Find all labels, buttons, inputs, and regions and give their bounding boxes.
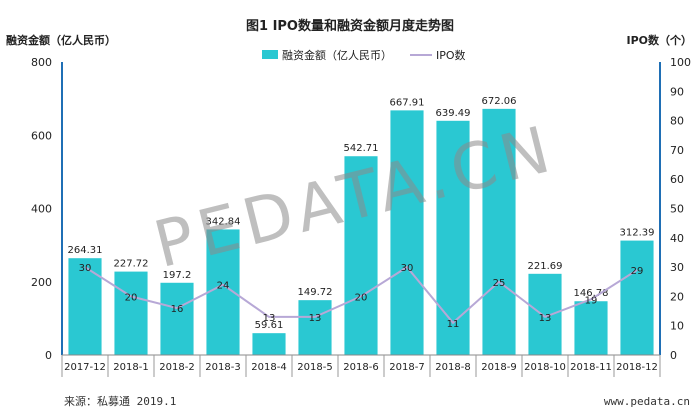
bar-value-label: 542.71 bbox=[344, 143, 379, 154]
x-tick-label: 2017-12 bbox=[64, 362, 106, 373]
x-tick-label: 2018-8 bbox=[435, 362, 470, 373]
bar bbox=[436, 120, 470, 355]
ipo-series-line bbox=[84, 265, 638, 325]
bar-value-label: 59.61 bbox=[255, 320, 284, 331]
legend-line-label: IPO数 bbox=[436, 49, 466, 62]
x-tick-label: 2018-12 bbox=[616, 362, 658, 373]
bar bbox=[482, 108, 516, 355]
ipo-value-label: 20 bbox=[125, 292, 138, 303]
legend-bar-swatch bbox=[262, 50, 278, 59]
bar-labels: 264.31 227.72 197.2 342.84 59.61 149.72 542.71… bbox=[68, 96, 655, 331]
bar bbox=[114, 271, 148, 355]
ipo-value-label: 19 bbox=[585, 295, 598, 306]
ipo-value-label: 13 bbox=[309, 313, 322, 324]
ipo-value-label: 13 bbox=[263, 313, 276, 324]
bar-value-label: 264.31 bbox=[68, 245, 103, 256]
left-tick-label: 200 bbox=[31, 276, 52, 289]
right-tick-label: 50 bbox=[670, 203, 684, 216]
bar-value-label: 312.39 bbox=[620, 228, 655, 239]
right-tick-label: 70 bbox=[670, 144, 684, 157]
x-tick-label: 2018-4 bbox=[251, 362, 286, 373]
bar bbox=[390, 110, 424, 355]
bar-value-label: 221.69 bbox=[528, 261, 563, 272]
legend-bar-label: 融资金额（亿人民币） bbox=[282, 48, 392, 62]
bar-value-label: 227.72 bbox=[114, 259, 149, 270]
bar-value-label: 639.49 bbox=[436, 108, 471, 119]
left-tick-label: 0 bbox=[45, 349, 52, 362]
left-axis: 0 200 400 600 800 bbox=[31, 56, 63, 362]
left-tick-label: 400 bbox=[31, 203, 52, 216]
ipo-line: 30 20 16 24 13 13 20 30 11 25 13 19 29 bbox=[79, 263, 644, 330]
x-tick-label: 2018-2 bbox=[159, 362, 194, 373]
bar-value-label: 146.78 bbox=[574, 288, 609, 299]
x-tick-label: 2018-5 bbox=[297, 362, 332, 373]
x-tick-label: 2018-11 bbox=[570, 362, 612, 373]
ipo-value-label: 29 bbox=[631, 266, 644, 277]
bar bbox=[574, 301, 608, 355]
right-tick-label: 80 bbox=[670, 115, 684, 128]
bar bbox=[620, 240, 654, 355]
x-tick-label: 2018-3 bbox=[205, 362, 240, 373]
bar bbox=[344, 156, 378, 355]
bar-value-label: 149.72 bbox=[298, 287, 333, 298]
right-tick-label: 90 bbox=[670, 85, 684, 98]
left-axis-title: 融资金额（亿人民币） bbox=[6, 33, 116, 47]
ipo-value-label: 13 bbox=[539, 313, 552, 324]
left-tick-label: 600 bbox=[31, 129, 52, 142]
right-tick-label: 60 bbox=[670, 173, 684, 186]
right-tick-label: 10 bbox=[670, 320, 684, 333]
x-tick-label: 2018-1 bbox=[113, 362, 148, 373]
bar-value-label: 667.91 bbox=[390, 97, 425, 108]
right-tick-label: 0 bbox=[670, 349, 677, 362]
right-tick-label: 40 bbox=[670, 232, 684, 245]
right-axis: 0 10 20 30 40 50 60 70 80 90 100 bbox=[659, 56, 691, 362]
right-axis-title: IPO数（个） bbox=[626, 33, 692, 47]
ipo-value-label: 30 bbox=[401, 263, 414, 274]
left-tick-label: 800 bbox=[31, 56, 52, 69]
bar bbox=[528, 273, 562, 355]
footer-source: 来源：私募通 2019.1 bbox=[64, 394, 176, 408]
ipo-value-label: 16 bbox=[171, 304, 184, 315]
x-tick-label: 2018-10 bbox=[524, 362, 566, 373]
ipo-value-label: 11 bbox=[447, 319, 460, 330]
chart-title: 图1 IPO数量和融资金额月度走势图 bbox=[246, 18, 454, 34]
ipo-value-label: 20 bbox=[355, 292, 368, 303]
legend: 融资金额（亿人民币） IPO数 bbox=[262, 48, 466, 62]
x-tick-label: 2018-9 bbox=[481, 362, 516, 373]
bar bbox=[160, 282, 194, 355]
bar bbox=[252, 333, 286, 355]
bar bbox=[298, 300, 332, 355]
ipo-value-label: 24 bbox=[217, 281, 230, 292]
ipo-value-label: 30 bbox=[79, 263, 92, 274]
right-tick-label: 20 bbox=[670, 290, 684, 303]
footer-website: www.pedata.cn bbox=[604, 395, 690, 408]
bar-value-label: 672.06 bbox=[482, 96, 517, 107]
x-axis: 2017-12 2018-1 2018-2 2018-3 2018-4 2018-5 201… bbox=[61, 354, 661, 377]
x-tick-label: 2018-7 bbox=[389, 362, 424, 373]
bar-value-label: 342.84 bbox=[206, 216, 241, 227]
right-tick-label: 30 bbox=[670, 261, 684, 274]
bar-value-label: 197.2 bbox=[163, 270, 192, 281]
right-tick-label: 100 bbox=[670, 56, 691, 69]
x-tick-label: 2018-6 bbox=[343, 362, 378, 373]
ipo-value-label: 25 bbox=[493, 278, 506, 289]
